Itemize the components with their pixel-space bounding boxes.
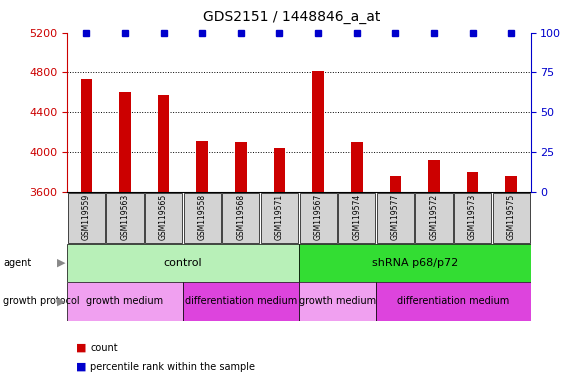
Text: differentiation medium: differentiation medium [185,296,297,306]
Text: ■: ■ [76,343,86,353]
Text: GSM119558: GSM119558 [198,194,207,240]
Text: GSM119567: GSM119567 [314,194,322,240]
Text: growth medium: growth medium [299,296,376,306]
Bar [467,172,479,384]
Bar [184,192,221,243]
Bar [80,79,92,384]
Text: percentile rank within the sample: percentile rank within the sample [90,362,255,372]
Bar [183,282,298,321]
Text: ■: ■ [76,362,86,372]
Text: agent: agent [3,258,31,268]
Text: growth protocol: growth protocol [3,296,79,306]
Bar [389,176,401,384]
Text: GSM119572: GSM119572 [430,194,438,240]
Bar [505,176,517,384]
Text: GSM119568: GSM119568 [236,194,245,240]
Bar [376,282,531,321]
Text: GSM119573: GSM119573 [468,194,477,240]
Bar [298,282,376,321]
Bar [196,141,208,384]
Bar [68,192,105,243]
Bar [338,192,375,243]
Text: growth medium: growth medium [86,296,164,306]
Bar [377,192,414,243]
Bar [261,192,298,243]
Bar [273,148,285,384]
Text: GSM119574: GSM119574 [352,194,361,240]
Text: GSM119575: GSM119575 [507,194,516,240]
Bar [107,192,143,243]
Bar [222,192,259,243]
Text: GSM119565: GSM119565 [159,194,168,240]
Bar [493,192,530,243]
Bar [235,142,247,384]
Bar [158,95,170,384]
Text: ▶: ▶ [57,258,65,268]
Text: count: count [90,343,118,353]
Bar [300,192,336,243]
Text: shRNA p68/p72: shRNA p68/p72 [371,258,458,268]
Bar [454,192,491,243]
Bar [298,244,531,282]
Text: differentiation medium: differentiation medium [397,296,510,306]
Bar [67,282,183,321]
Bar [145,192,182,243]
Bar [312,71,324,384]
Text: GSM119559: GSM119559 [82,194,91,240]
Bar [67,244,298,282]
Text: ▶: ▶ [57,296,65,306]
Bar [119,93,131,384]
Bar [428,160,440,384]
Text: control: control [164,258,202,268]
Text: GSM119563: GSM119563 [121,194,129,240]
Text: GSM119577: GSM119577 [391,194,400,240]
Text: GDS2151 / 1448846_a_at: GDS2151 / 1448846_a_at [203,10,380,23]
Bar [416,192,452,243]
Bar [351,142,363,384]
Text: GSM119571: GSM119571 [275,194,284,240]
